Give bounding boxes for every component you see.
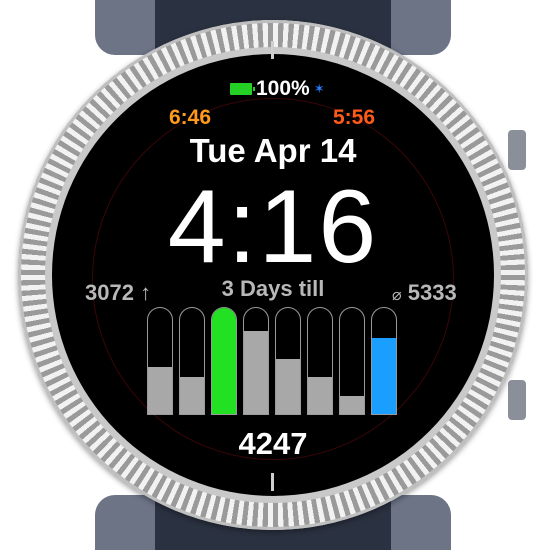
watch-lug bbox=[391, 0, 451, 55]
six-oclock-marker bbox=[271, 473, 274, 491]
history-bar-fill bbox=[372, 337, 396, 414]
step-count: 4247 bbox=[238, 426, 308, 461]
time-display: 4:16 bbox=[167, 169, 379, 285]
history-bar-fill bbox=[180, 376, 204, 414]
face-guide-ring bbox=[92, 98, 454, 460]
side-button-upper[interactable] bbox=[508, 130, 526, 170]
left-stat-value: 3072 bbox=[85, 280, 134, 305]
history-bar-fill bbox=[340, 395, 364, 414]
history-bar-day-7 bbox=[339, 307, 365, 415]
history-bar-fill bbox=[276, 358, 300, 414]
countdown-label: 3 Days till bbox=[221, 276, 325, 301]
battery-status: 100% ✶ bbox=[230, 76, 325, 102]
twelve-oclock-marker bbox=[271, 41, 274, 59]
history-bar-fill bbox=[308, 376, 332, 414]
history-bar-day-3 bbox=[211, 307, 237, 415]
average-icon: ⌀ bbox=[392, 287, 402, 304]
watch-lug bbox=[95, 495, 155, 550]
history-bar-today bbox=[371, 307, 397, 415]
date-label: Tue Apr 14 bbox=[189, 132, 357, 169]
bluetooth-icon: ✶ bbox=[313, 81, 325, 96]
history-bar-day-2 bbox=[179, 307, 205, 415]
battery-percent: 100% bbox=[256, 77, 310, 100]
right-stat: ⌀ 5333 bbox=[392, 280, 457, 306]
history-bar-chart bbox=[147, 307, 399, 415]
history-bar-day-4 bbox=[243, 307, 269, 415]
history-bar-day-1 bbox=[147, 307, 173, 415]
battery-icon bbox=[230, 83, 255, 95]
side-button-lower[interactable] bbox=[508, 380, 526, 420]
history-bar-day-6 bbox=[307, 307, 333, 415]
sunrise-time: 6:46 bbox=[169, 106, 212, 129]
history-bar-fill bbox=[212, 308, 236, 414]
history-bar-fill bbox=[148, 367, 172, 414]
right-stat-value: 5333 bbox=[407, 280, 457, 305]
watch-lug bbox=[391, 495, 451, 550]
history-bar-fill bbox=[244, 331, 268, 414]
sunset-time: 5:56 bbox=[333, 106, 376, 129]
left-stat: 3072 ↑ bbox=[85, 280, 151, 306]
history-bar-day-5 bbox=[275, 307, 301, 415]
watch-lug bbox=[95, 0, 155, 55]
arrow-up-icon: ↑ bbox=[140, 280, 152, 305]
